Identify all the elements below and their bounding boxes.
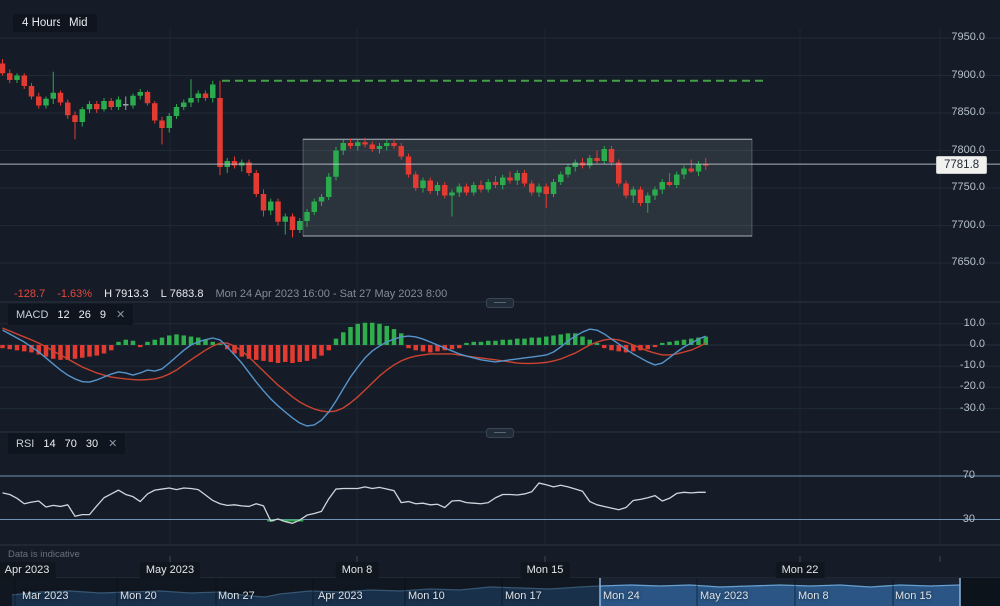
macd-indicator-chip: MACD 12 26 9 ✕: [8, 304, 134, 325]
navigator-label: Mon 17: [505, 590, 542, 602]
navigator-label: Mon 8: [798, 590, 829, 602]
macd-tick: -30.0: [959, 401, 985, 414]
x-axis-label: Mon 15: [520, 562, 570, 578]
navigator-label: Mar 2023: [22, 590, 69, 602]
x-axis-label: Mon 22: [775, 562, 825, 578]
x-axis-label: May 2023: [139, 562, 201, 578]
period-high: H 7913.3: [104, 288, 149, 300]
x-axis-label: Apr 2023: [0, 562, 56, 578]
high-value: 7913.3: [115, 288, 149, 300]
x-axis-label: Mon 8: [335, 562, 379, 578]
panel-resize-handle-macd[interactable]: [486, 298, 514, 308]
price-tick: 7750.0: [951, 181, 985, 193]
low-label: L: [160, 288, 167, 300]
price-tick: 7900.0: [951, 68, 985, 81]
navigator-label: May 2023: [700, 590, 749, 602]
price-tick: 7850.0: [951, 106, 985, 118]
macd-param-fast: 12: [57, 308, 70, 321]
macd-tick: -20.0: [959, 380, 985, 393]
price-tick: 7800.0: [951, 143, 985, 156]
stats-bar: -128.7 -1.63% H 7913.3 L 7683.8 Mon 24 Apr…: [14, 288, 447, 300]
current-price-badge: 7781.8: [936, 156, 988, 174]
macd-param-signal: 9: [99, 308, 107, 321]
rsi-label: RSI: [16, 437, 35, 450]
period-low: L 7683.8: [161, 288, 204, 300]
rsi-tick: 30: [962, 512, 975, 525]
price-type-button[interactable]: Mid: [60, 14, 97, 32]
change-percent: -1.63%: [57, 288, 93, 300]
macd-close-icon[interactable]: ✕: [116, 309, 126, 321]
macd-label: MACD: [16, 308, 49, 321]
navigator-label: Mon 27: [218, 590, 255, 602]
timeframe-button[interactable]: 4 Hours: [13, 14, 72, 32]
panel-resize-handle-rsi[interactable]: [486, 428, 514, 438]
visible-date-range: Mon 24 Apr 2023 16:00 - Sat 27 May 2023 …: [215, 288, 448, 300]
rsi-param-oversold: 30: [85, 437, 99, 450]
price-tick: 7950.0: [951, 31, 985, 43]
macd-tick: -10.0: [959, 359, 985, 372]
low-value: 7683.8: [169, 288, 204, 300]
high-label: H: [104, 288, 113, 300]
macd-param-slow: 26: [78, 308, 91, 321]
macd-tick: 0.0: [969, 338, 985, 350]
navigator-label: Apr 2023: [318, 590, 363, 602]
rsi-close-icon[interactable]: ✕: [108, 438, 118, 450]
rsi-tick: 70: [962, 469, 975, 481]
price-tick: 7650.0: [951, 256, 985, 268]
navigator-label: Mon 20: [120, 590, 157, 602]
navigator-label: Mon 10: [408, 590, 445, 602]
price-tick: 7700.0: [951, 218, 985, 231]
macd-tick: 10.0: [963, 316, 985, 329]
change-value: -128.7: [14, 288, 46, 300]
rsi-param-period: 14: [43, 437, 56, 450]
navigator-label: Mon 24: [603, 590, 640, 602]
navigator-label: Mon 15: [895, 590, 932, 602]
rsi-param-overbought: 70: [64, 437, 77, 450]
disclaimer-text: Data is indicative: [8, 549, 80, 560]
rsi-indicator-chip: RSI 14 70 30 ✕: [8, 433, 126, 454]
